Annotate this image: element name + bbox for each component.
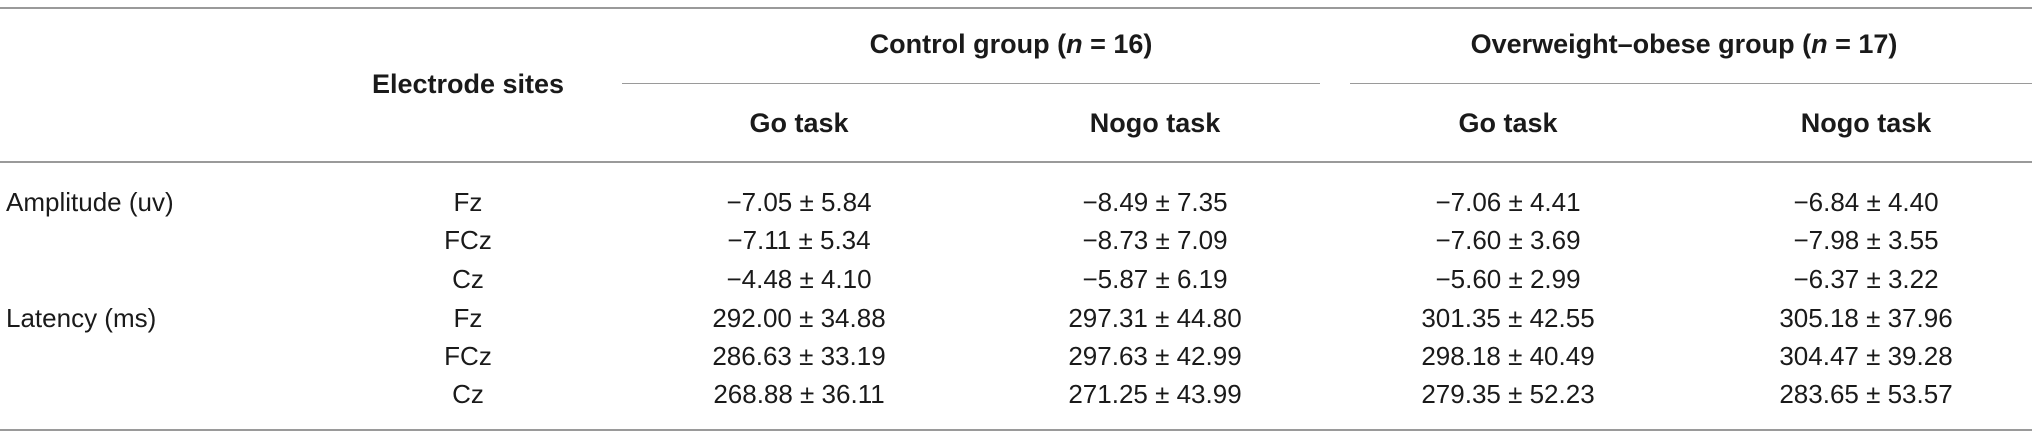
value-cell: −6.37 ± 3.22	[1793, 264, 1939, 294]
site-cell: Cz	[452, 379, 484, 409]
value-cell: 286.63 ± 33.19	[712, 341, 886, 371]
site-cell: Fz	[453, 187, 483, 217]
obese-nogo-task-header: Nogo task	[1800, 108, 1932, 138]
obese-go-task-header: Go task	[1458, 108, 1558, 138]
site-cell: FCz	[444, 341, 492, 371]
value-cell: −8.73 ± 7.09	[1082, 225, 1228, 255]
electrode-sites-header: Electrode sites	[371, 69, 565, 99]
table-top-rule	[0, 7, 2032, 9]
value-cell: 301.35 ± 42.55	[1421, 303, 1595, 333]
value-cell: −4.48 ± 4.10	[726, 264, 872, 294]
value-cell: 283.65 ± 53.57	[1779, 379, 1953, 409]
obese-group-header: Overweight–obese group (n = 17)	[1471, 29, 1898, 59]
value-cell: −7.98 ± 3.55	[1793, 225, 1939, 255]
value-cell: −7.60 ± 3.69	[1435, 225, 1581, 255]
obese-group-prefix: Overweight–obese group (	[1470, 29, 1812, 59]
obese-group-suffix: = 17)	[1827, 29, 1898, 59]
header-bottom-rule	[0, 161, 2032, 163]
value-cell: 297.63 ± 42.99	[1068, 341, 1242, 371]
control-nogo-task-header: Nogo task	[1089, 108, 1221, 138]
value-cell: −7.05 ± 5.84	[726, 187, 872, 217]
value-cell: −5.87 ± 6.19	[1082, 264, 1228, 294]
value-cell: −5.60 ± 2.99	[1435, 264, 1581, 294]
control-group-underline	[622, 83, 1320, 84]
measure-label-amplitude: Amplitude (uv)	[6, 187, 174, 217]
measure-label-latency: Latency (ms)	[6, 303, 157, 333]
site-cell: FCz	[444, 225, 492, 255]
value-cell: 271.25 ± 43.99	[1068, 379, 1242, 409]
control-group-n-symbol: n	[1066, 29, 1083, 59]
value-cell: −7.11 ± 5.34	[727, 225, 871, 255]
control-go-task-header: Go task	[749, 108, 849, 138]
value-cell: 292.00 ± 34.88	[712, 303, 886, 333]
table-bottom-rule	[0, 429, 2032, 431]
obese-group-underline	[1350, 83, 2032, 84]
value-cell: 304.47 ± 39.28	[1779, 341, 1953, 371]
value-cell: −7.06 ± 4.41	[1435, 187, 1581, 217]
obese-group-n-symbol: n	[1811, 29, 1828, 59]
value-cell: 305.18 ± 37.96	[1779, 303, 1953, 333]
value-cell: −6.84 ± 4.40	[1793, 187, 1939, 217]
value-cell: 298.18 ± 40.49	[1421, 341, 1595, 371]
value-cell: 279.35 ± 52.23	[1421, 379, 1595, 409]
site-cell: Fz	[453, 303, 483, 333]
value-cell: 268.88 ± 36.11	[713, 379, 885, 409]
control-group-suffix: = 16)	[1082, 29, 1153, 59]
value-cell: −8.49 ± 7.35	[1082, 187, 1228, 217]
site-cell: Cz	[452, 264, 484, 294]
control-group-header: Control group (n = 16)	[870, 29, 1153, 59]
control-group-prefix: Control group (	[869, 29, 1067, 59]
value-cell: 297.31 ± 44.80	[1068, 303, 1242, 333]
